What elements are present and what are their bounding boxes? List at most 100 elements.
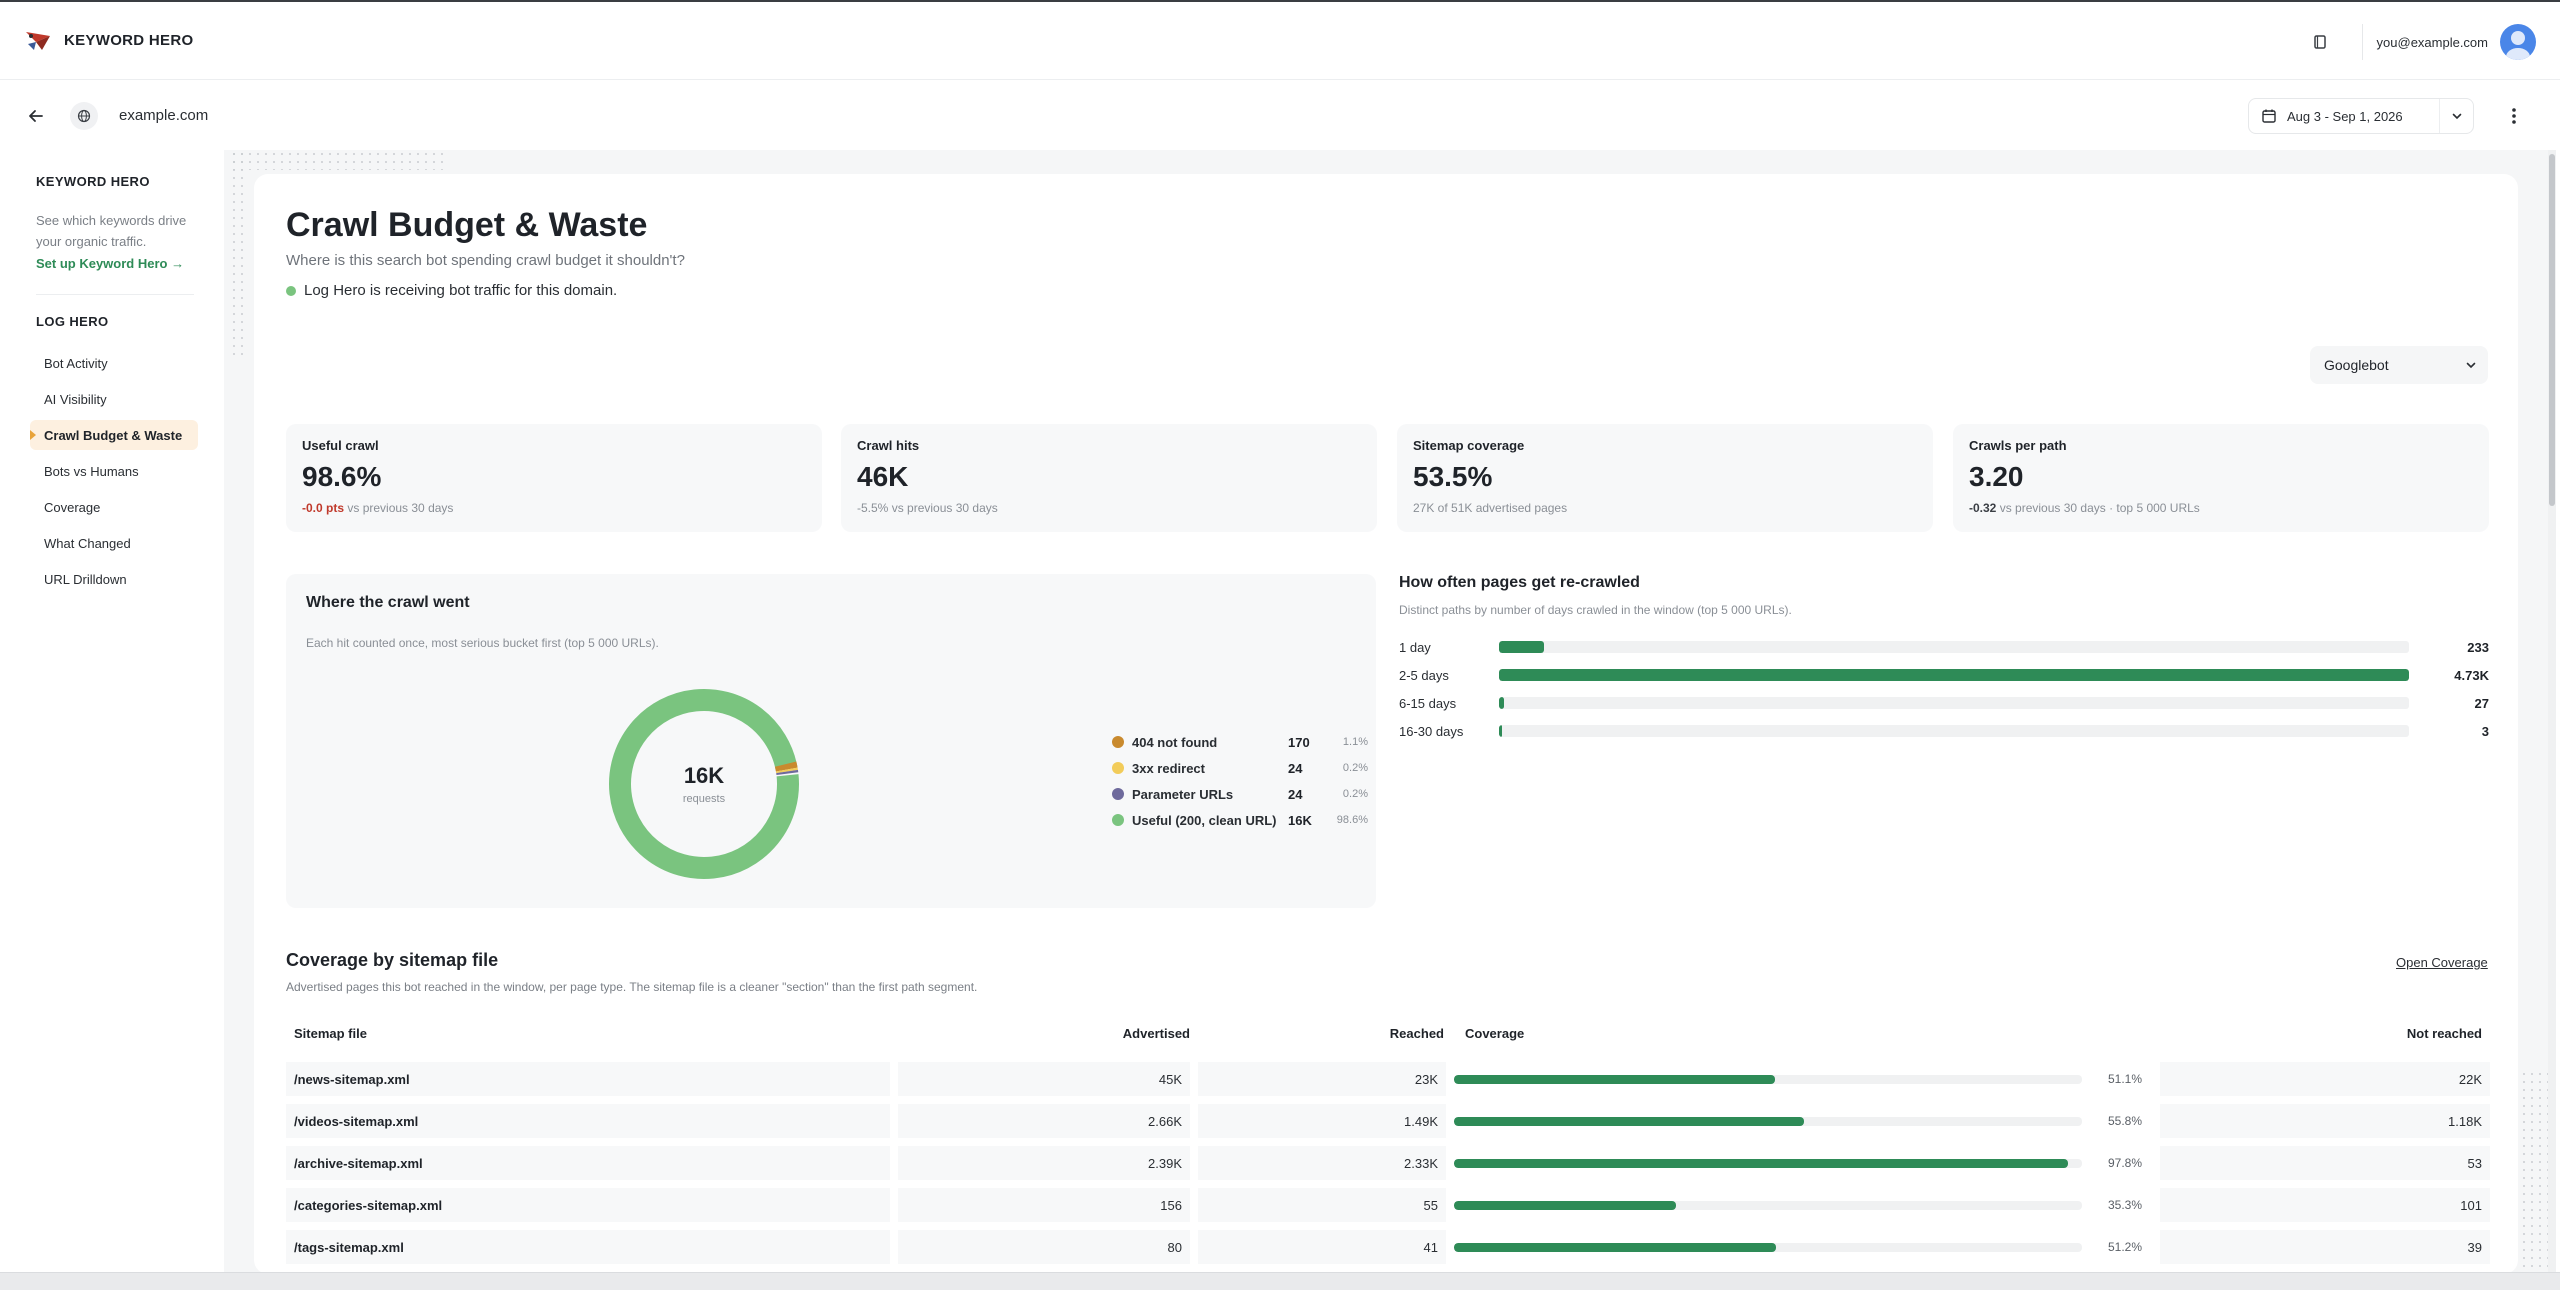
chevron-down-icon <box>2454 359 2488 371</box>
coverage-bar <box>1454 1200 1676 1210</box>
user-avatar[interactable] <box>2500 24 2536 60</box>
donut-total-unit: requests <box>682 793 726 805</box>
coverage-bar-track <box>1454 1074 2082 1084</box>
date-range-label: Aug 3 - Sep 1, 2026 <box>2287 108 2403 124</box>
legend-item[interactable]: 404 not found 170 1.1% <box>1112 729 1368 755</box>
column-header-coverage[interactable]: Coverage <box>1465 1026 1525 1041</box>
page-subtitle: Where is this search bot spending crawl … <box>286 252 685 269</box>
bot-select[interactable]: Googlebot <box>2310 346 2488 384</box>
legend-label: 404 not found <box>1132 734 1218 750</box>
not-reached-cell: 22K <box>2160 1062 2490 1096</box>
recrawl-bar[interactable] <box>1499 725 1502 737</box>
date-range-picker[interactable]: Aug 3 - Sep 1, 2026 <box>2248 98 2474 134</box>
sidebar-item-what-changed[interactable]: What Changed <box>44 535 131 551</box>
coverage-subtitle: Advertised pages this bot reached in the… <box>286 980 978 994</box>
column-header-reached[interactable]: Reached <box>1389 1026 1444 1041</box>
sitemap-file-cell[interactable]: /news-sitemap.xml <box>286 1062 890 1096</box>
table-row[interactable]: /news-sitemap.xml 45K 23K 51.1% 22K <box>286 1062 2490 1096</box>
column-header-sitemap-file[interactable]: Sitemap file <box>294 1026 367 1041</box>
coverage-cell: 51.1% <box>1446 1062 2158 1096</box>
setup-keyword-hero-link[interactable]: Set up Keyword Hero → <box>36 256 185 271</box>
donut-center: 16K requests <box>604 684 804 884</box>
column-header-advertised[interactable]: Advertised <box>1122 1026 1190 1041</box>
coverage-percent: 51.2% <box>2107 1240 2142 1254</box>
recrawl-bar[interactable] <box>1499 669 2409 681</box>
docs-button[interactable] <box>2302 24 2338 60</box>
legend-item[interactable]: 3xx redirect 24 0.2% <box>1112 755 1368 781</box>
not-reached-cell: 53 <box>2160 1146 2490 1180</box>
top-bar: KEYWORD HERO you@example.com <box>0 0 2560 80</box>
coverage-cell: 35.3% <box>1446 1188 2158 1222</box>
kpi-crawl-hits: Crawl hits 46K -5.5% vs previous 30 days <box>841 424 1377 532</box>
recrawl-bar[interactable] <box>1499 697 1505 709</box>
context-bar: example.com Aug 3 - Sep 1, 2026 <box>0 80 2560 150</box>
table-row[interactable]: /archive-sitemap.xml 2.39K 2.33K 97.8% 53 <box>286 1146 2490 1180</box>
crawl-distribution-panel: Where the crawl went Each hit counted on… <box>286 574 1376 908</box>
coverage-bar <box>1454 1158 2069 1168</box>
donut-legend: 404 not found 170 1.1% 3xx redirect 24 0.2% Pa… <box>1112 729 1368 833</box>
coverage-percent: 55.8% <box>2107 1114 2142 1128</box>
coverage-bar <box>1454 1242 1776 1252</box>
recrawl-row: 6-15 days 27 <box>1399 693 2489 713</box>
sidebar-item-coverage[interactable]: Coverage <box>44 499 101 515</box>
table-row[interactable]: /tags-sitemap.xml 80 41 51.2% 39 <box>286 1230 2490 1264</box>
crawl-donut-chart: 16K requests <box>604 684 804 884</box>
sidebar-item-bot-activity[interactable]: Bot Activity <box>44 355 108 371</box>
recrawl-bar-track <box>1499 669 2409 681</box>
donut-slice-3xx-redirect[interactable] <box>608 688 800 880</box>
legend-swatch <box>1112 788 1124 800</box>
sitemap-file-cell[interactable]: /videos-sitemap.xml <box>286 1104 890 1138</box>
sidebar-item-bots-vs-humans[interactable]: Bots vs Humans <box>44 463 139 479</box>
recrawl-bar[interactable] <box>1499 641 1544 653</box>
recrawl-row: 2-5 days 4.73K <box>1399 665 2489 685</box>
recrawl-bucket-label: 2-5 days <box>1399 667 1449 683</box>
recrawl-value: 233 <box>2467 639 2489 655</box>
kpi-useful-crawl: Useful crawl 98.6% -0.0 pts vs previous … <box>286 424 822 532</box>
legend-swatch <box>1112 736 1124 748</box>
back-button[interactable] <box>22 102 50 130</box>
coverage-bar-track <box>1454 1116 2082 1126</box>
recrawl-row: 16-30 days 3 <box>1399 721 2489 741</box>
scrollbar-track[interactable] <box>2548 150 2556 1272</box>
reached-cell: 41 <box>1198 1230 1446 1264</box>
sidebar-heading-log-hero: LOG HERO <box>36 314 109 329</box>
crawl-panel-subtitle: Each hit counted once, most serious buck… <box>306 636 659 650</box>
coverage-bar-track <box>1454 1158 2082 1168</box>
header-divider <box>2361 24 2363 60</box>
kpi-delta: -0.0 pts <box>302 501 345 515</box>
legend-label: Parameter URLs <box>1132 786 1234 802</box>
table-row[interactable]: /categories-sitemap.xml 156 55 35.3% 101 <box>286 1188 2490 1222</box>
chevron-down-icon[interactable] <box>2439 99 2473 133</box>
coverage-bar-track <box>1454 1242 2082 1252</box>
kpi-delta: -0.32 <box>1969 501 1997 515</box>
column-header-not-reached[interactable]: Not reached <box>2406 1026 2482 1041</box>
open-coverage-link[interactable]: Open Coverage <box>2396 955 2488 970</box>
sitemap-file-cell[interactable]: /tags-sitemap.xml <box>286 1230 890 1264</box>
coverage-percent: 97.8% <box>2107 1156 2142 1170</box>
more-menu-button[interactable] <box>2500 102 2528 130</box>
brand-logo[interactable]: KEYWORD HERO <box>24 28 193 52</box>
not-reached-cell: 101 <box>2160 1188 2490 1222</box>
sitemap-file-cell[interactable]: /categories-sitemap.xml <box>286 1188 890 1222</box>
sitemap-file-cell[interactable]: /archive-sitemap.xml <box>286 1146 890 1180</box>
user-email[interactable]: you@example.com <box>2376 34 2488 50</box>
scrollbar-thumb[interactable] <box>2549 154 2555 506</box>
coverage-cell: 51.2% <box>1446 1230 2158 1264</box>
sidebar-item-ai-visibility[interactable]: AI Visibility <box>44 391 107 407</box>
not-reached-cell: 1.18K <box>2160 1104 2490 1138</box>
legend-item[interactable]: Useful (200, clean URL) 16K 98.6% <box>1112 807 1368 833</box>
legend-label: 3xx redirect <box>1132 760 1205 776</box>
legend-item[interactable]: Parameter URLs 24 0.2% <box>1112 781 1368 807</box>
kpi-delta: -5.5% <box>857 501 889 515</box>
legend-count: 24 <box>1288 760 1303 776</box>
domain-label: example.com <box>119 107 209 124</box>
kpi-note-text: 27K of 51K advertised pages <box>1413 501 1568 515</box>
recrawl-value: 27 <box>2474 695 2489 711</box>
recrawl-bucket-label: 1 day <box>1399 639 1431 655</box>
sidebar-item-crawl-budget-waste[interactable]: Crawl Budget & Waste <box>30 420 198 450</box>
donut-total-value: 16K <box>683 763 725 788</box>
legend-swatch <box>1112 814 1124 826</box>
sidebar-item-url-drilldown[interactable]: URL Drilldown <box>44 571 127 587</box>
table-row[interactable]: /videos-sitemap.xml 2.66K 1.49K 55.8% 1.18K <box>286 1104 2490 1138</box>
recrawl-bar-track <box>1499 725 2409 737</box>
